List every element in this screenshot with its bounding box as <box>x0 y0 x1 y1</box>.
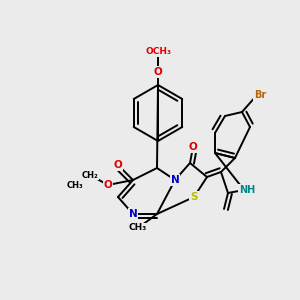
Text: NH: NH <box>239 185 255 195</box>
Text: N: N <box>171 175 179 185</box>
Text: O: O <box>189 142 197 152</box>
Text: N: N <box>129 209 137 219</box>
Text: Br: Br <box>254 90 266 100</box>
Text: CH₃: CH₃ <box>129 224 147 232</box>
Text: OCH₃: OCH₃ <box>145 47 171 56</box>
Text: S: S <box>190 192 198 202</box>
Text: CH₃: CH₃ <box>67 181 83 190</box>
Text: O: O <box>154 67 162 77</box>
Text: O: O <box>103 180 112 190</box>
Text: CH₂: CH₂ <box>82 170 98 179</box>
Text: O: O <box>114 160 122 170</box>
